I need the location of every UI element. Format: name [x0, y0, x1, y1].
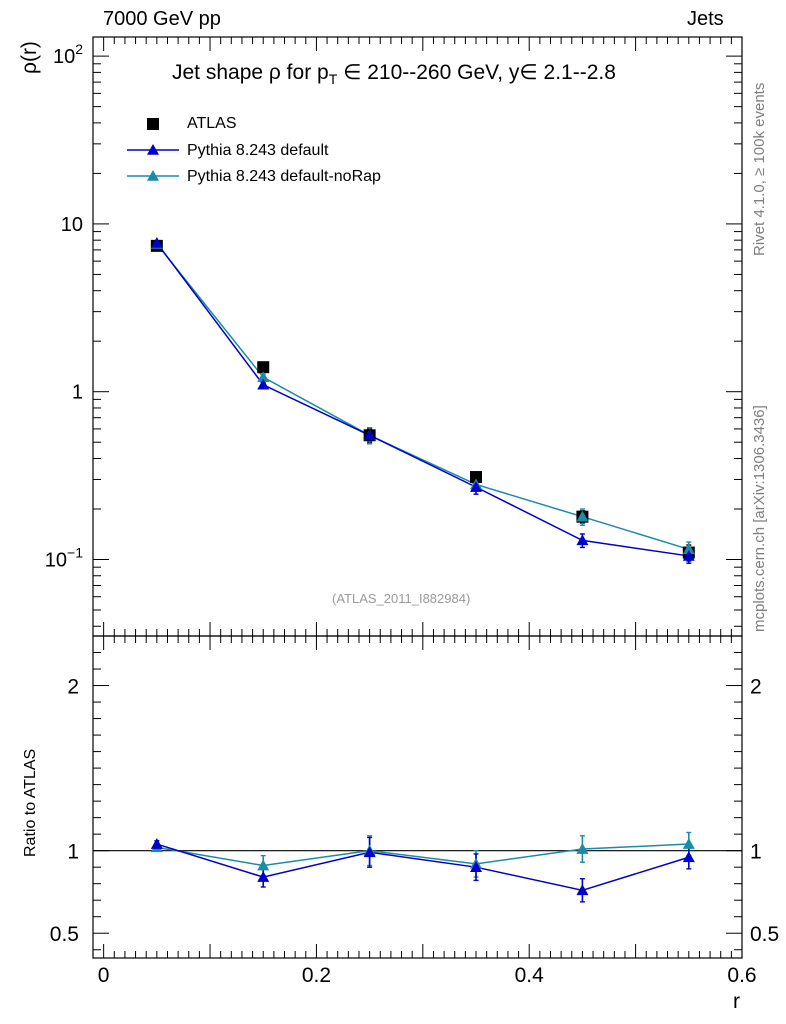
legend-label-atlas: ATLAS — [187, 115, 237, 132]
y-tick-label: 1 — [72, 382, 83, 404]
ratio-default-point — [363, 846, 376, 858]
default-point — [257, 378, 270, 390]
norap-point — [682, 543, 695, 555]
header-right: Jets — [687, 8, 724, 30]
ratio-default-point — [470, 861, 483, 872]
default-point — [363, 429, 376, 441]
analysis-watermark: (ATLAS_2011_I882984) — [332, 591, 471, 606]
atlas-point — [470, 471, 483, 484]
atlas-point — [257, 361, 270, 374]
ratio-line-norap — [156, 843, 689, 867]
series-line-default — [156, 242, 689, 557]
rivet-label: Rivet 4.1.0, ≥ 100k events — [751, 82, 768, 256]
series-line-norap — [156, 243, 690, 551]
default-point — [576, 534, 589, 546]
x-axis-label: r — [733, 990, 740, 1013]
default-point — [150, 236, 163, 248]
ratio-default-point — [150, 838, 163, 849]
main-y-axis-label: ρ(r) — [18, 41, 41, 74]
mcplots-label: mcplots.cern.ch [arXiv:1306.3436] — [751, 405, 768, 632]
y-tick-label: 10−1 — [45, 544, 83, 571]
default-point — [470, 481, 483, 492]
legend-label-default: Pythia 8.243 default — [187, 142, 329, 159]
norap-point — [576, 510, 589, 522]
ratio-default-point — [257, 871, 270, 882]
ratio-norap-point — [576, 843, 589, 854]
ratio-plot-frame — [92, 635, 743, 959]
y-tick-label: 10 — [61, 214, 83, 236]
ratio-y-tick-label: 2 — [67, 676, 79, 699]
x-tick-label: 0.6 — [727, 964, 756, 987]
header-left: 7000 GeV pp — [103, 8, 221, 30]
norap-point — [257, 371, 270, 383]
plot-title: Jet shape ρ for pT ∈ 210--260 GeV, y∈ 2.… — [172, 60, 616, 87]
x-tick-label: 0 — [98, 964, 110, 987]
legend-label-norap: Pythia 8.243 default-noRap — [187, 168, 381, 185]
ratio-y-tick-label: 1 — [67, 841, 79, 864]
legend-marker-norap — [147, 170, 159, 181]
x-tick-label: 0.4 — [515, 964, 545, 987]
title-subscript: T — [328, 71, 338, 88]
title-prefix: Jet shape ρ for p — [172, 61, 329, 84]
ratio-y-tick-label-right: 1 — [750, 841, 762, 864]
ratio-y-tick-label: 0.5 — [50, 923, 79, 946]
legend-marker-atlas — [147, 118, 159, 130]
ratio-norap-point — [257, 859, 270, 871]
y-tick-label: 102 — [53, 41, 83, 68]
title-suffix: ∈ 210--260 GeV, y∈ 2.1--2.8 — [337, 61, 616, 84]
legend-marker-default — [147, 144, 159, 155]
default-point — [682, 549, 695, 561]
x-tick-label: 0.2 — [302, 964, 331, 987]
ratio-default-point — [682, 851, 695, 863]
ratio-norap-point — [682, 838, 695, 849]
ratio-default-point — [576, 884, 589, 896]
ratio-y-tick-label-right: 2 — [750, 676, 762, 699]
ratio-line-default — [156, 843, 690, 892]
ratio-y-axis-label: Ratio to ATLAS — [22, 748, 39, 857]
ratio-y-tick-label-right: 0.5 — [750, 923, 779, 946]
